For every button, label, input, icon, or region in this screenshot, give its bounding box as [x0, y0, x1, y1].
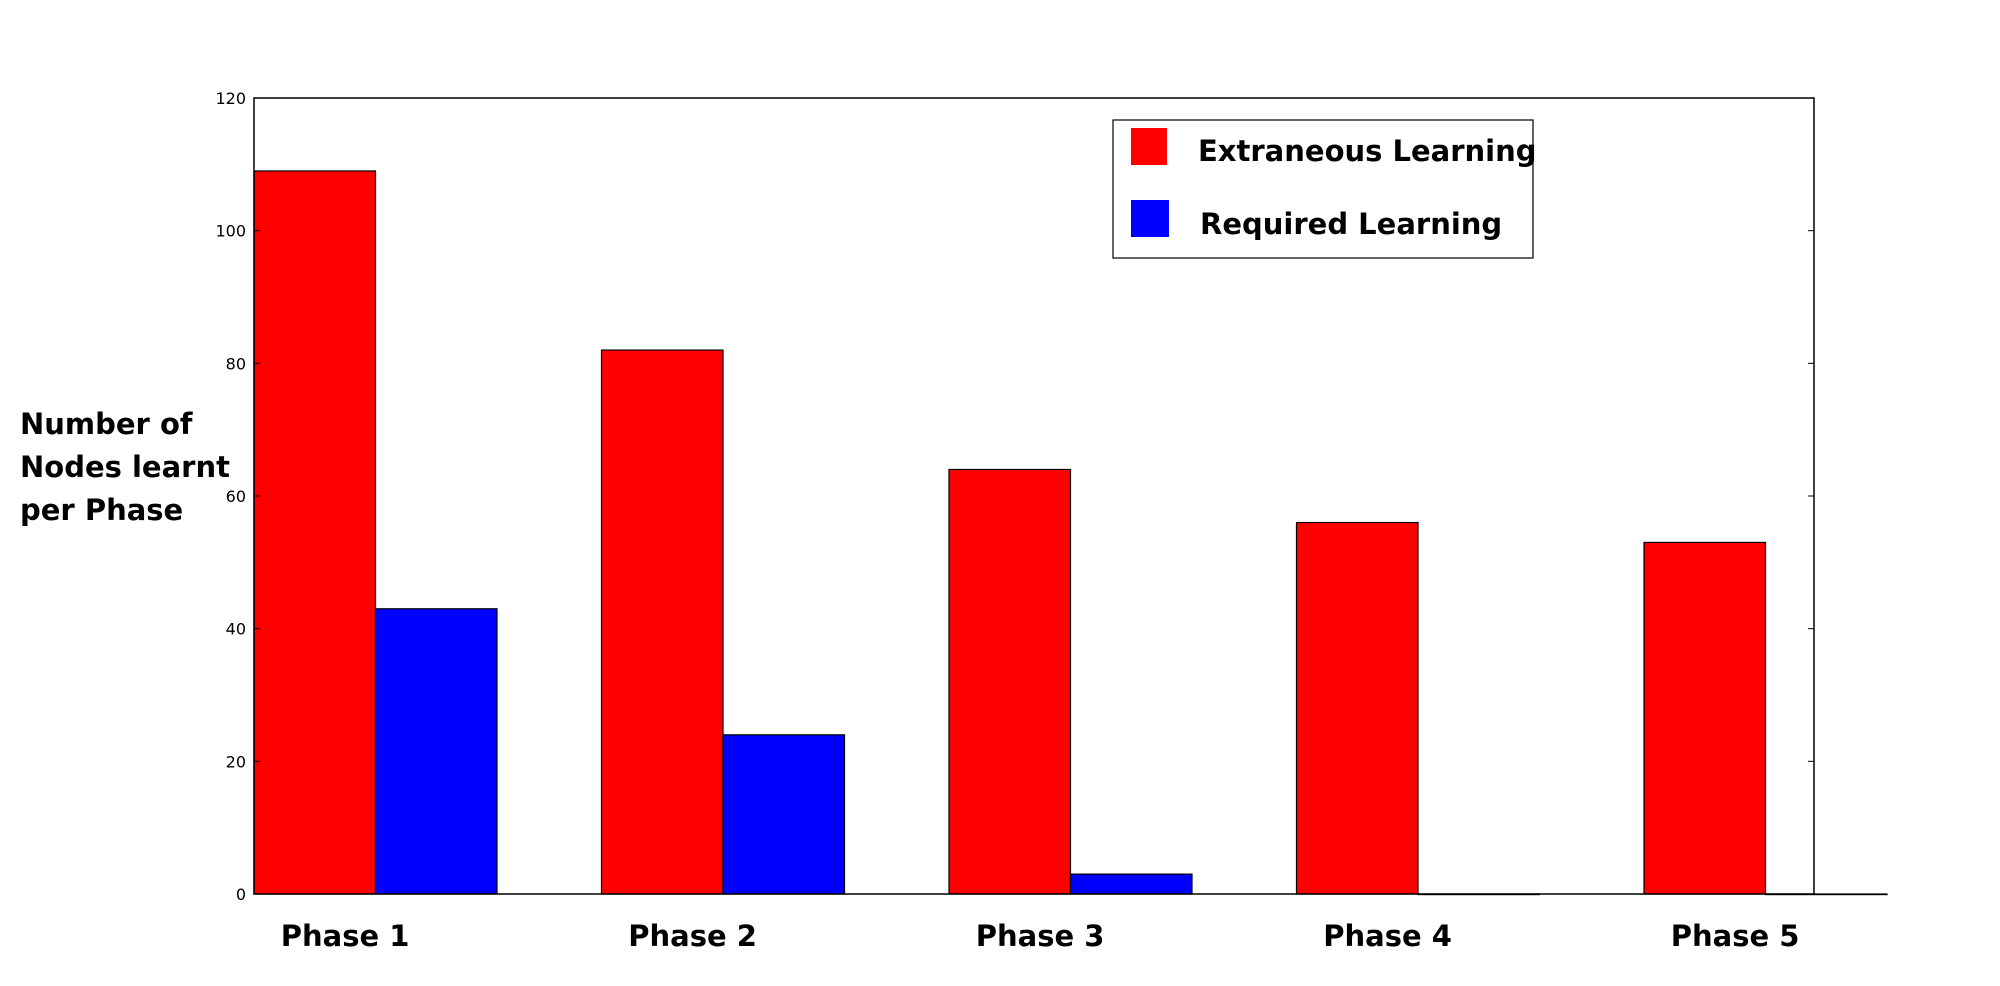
x-tick-label-phase-3: Phase 3	[976, 919, 1105, 953]
x-tick-label-phase-2: Phase 2	[628, 919, 757, 953]
x-tick-label-phase-1: Phase 1	[281, 919, 410, 953]
y-tick-label-60: 60	[226, 487, 246, 506]
plot-frame	[253, 97, 1815, 895]
bars	[253, 170, 1888, 896]
legend-swatch-extraneous	[1131, 128, 1167, 165]
bar-extraneous-learning-phase-4	[1295, 521, 1419, 895]
y-tick-label-100: 100	[215, 222, 246, 241]
legend-box	[1112, 119, 1534, 259]
bar-required-learning-phase-3	[1069, 873, 1193, 895]
y-ticks: 0 20 40 60 80 100 120	[215, 89, 1814, 904]
y-tick-label-80: 80	[226, 354, 246, 373]
legend-swatch-required	[1131, 200, 1169, 237]
y-tick-label-120: 120	[215, 89, 246, 108]
y-tick-label-40: 40	[226, 620, 246, 639]
x-labels: Phase 1 Phase 2 Phase 3 Phase 4 Phase 5	[281, 919, 1800, 953]
y-axis-label-line-3: per Phase	[20, 493, 183, 527]
x-tick-label-phase-4: Phase 4	[1323, 919, 1452, 953]
y-tick-label-20: 20	[226, 752, 246, 771]
bar-required-learning-phase-1	[374, 608, 498, 895]
x-tick-label-phase-5: Phase 5	[1671, 919, 1800, 953]
bar-extraneous-learning-phase-2	[600, 349, 724, 895]
bar-extraneous-learning-phase-5	[1643, 541, 1767, 895]
y-tick-label-0: 0	[236, 885, 246, 904]
bar-extraneous-learning-phase-3	[948, 468, 1072, 895]
legend: Extraneous Learning Required Learning	[1112, 119, 1537, 259]
legend-label-extraneous: Extraneous Learning	[1198, 134, 1537, 168]
y-axis-label-line-1: Number of	[20, 407, 193, 441]
y-axis-label-line-2: Nodes learnt	[20, 450, 230, 484]
bar-required-learning-phase-2	[722, 734, 846, 895]
y-axis-label: Number of Nodes learnt per Phase	[20, 407, 230, 527]
bar-extraneous-learning-phase-1	[253, 170, 377, 895]
legend-label-required: Required Learning	[1200, 207, 1502, 241]
